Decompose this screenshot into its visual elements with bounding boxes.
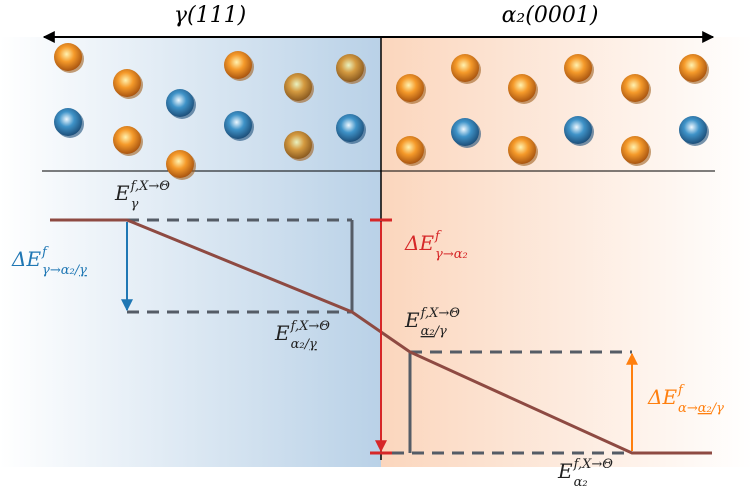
atom — [224, 111, 252, 139]
atom — [336, 54, 364, 82]
header-left: γ(111) — [174, 3, 246, 28]
atom — [621, 136, 649, 164]
atom — [336, 114, 364, 142]
diagram: γ(111) α₂(0001) Ef,X→ΘγΔEfγ→α₂/γΔEfγ→α₂E… — [0, 0, 753, 501]
label-sup: f,X→Θ — [420, 306, 461, 321]
label-sub-part: /γ — [433, 324, 447, 339]
atom — [396, 74, 424, 102]
label-sub-part: α₂ — [698, 401, 712, 416]
atom — [564, 54, 592, 82]
label-sub-part: γ — [131, 197, 139, 212]
label-sub: α₂/γ — [421, 324, 447, 339]
label-base: E — [274, 321, 290, 345]
label-sub: γ — [131, 197, 139, 212]
atom — [451, 54, 479, 82]
atom — [166, 150, 194, 178]
atom — [451, 118, 479, 146]
label-sub-part: α→ — [678, 401, 698, 416]
label-sub-part: γ→α₂ — [435, 247, 468, 262]
label-sub-part: /γ — [710, 401, 724, 416]
label-base: E — [114, 181, 130, 205]
label-sub: α₂/γ — [291, 337, 317, 352]
atom — [54, 43, 82, 71]
atom — [396, 136, 424, 164]
label-sub: γ→α₂/γ — [42, 263, 87, 278]
label-sub: α→α₂/γ — [678, 401, 724, 416]
label-base: ΔE — [11, 247, 41, 271]
atom — [284, 131, 312, 159]
atom — [54, 108, 82, 136]
header-right: α₂(0001) — [502, 3, 599, 28]
atom — [508, 136, 536, 164]
atom — [564, 116, 592, 144]
atom — [113, 126, 141, 154]
label-sup: f,X→Θ — [130, 179, 171, 194]
label-base: ΔE — [404, 231, 434, 255]
atom — [284, 73, 312, 101]
label-sub: γ→α₂ — [435, 247, 468, 262]
label-base: ΔE — [647, 385, 677, 409]
label-base: E — [557, 459, 573, 483]
label-sup: f,X→Θ — [573, 457, 614, 472]
atom — [621, 74, 649, 102]
label-sub-part: α₂ — [574, 475, 588, 490]
label-sub-part: γ — [79, 263, 87, 278]
label-sub-part: γ→α₂/ — [42, 263, 81, 278]
label-sub-part: α₂ — [421, 324, 435, 339]
label-sub: α₂ — [574, 475, 588, 490]
atom — [679, 54, 707, 82]
atom — [166, 89, 194, 117]
label-base: E — [404, 308, 420, 332]
atom — [113, 69, 141, 97]
label-sub-part: α₂/ — [291, 337, 311, 352]
label-sub-part: γ — [309, 337, 317, 352]
atom — [679, 116, 707, 144]
label-sup: f,X→Θ — [290, 319, 331, 334]
atom — [224, 51, 252, 79]
atom — [508, 74, 536, 102]
